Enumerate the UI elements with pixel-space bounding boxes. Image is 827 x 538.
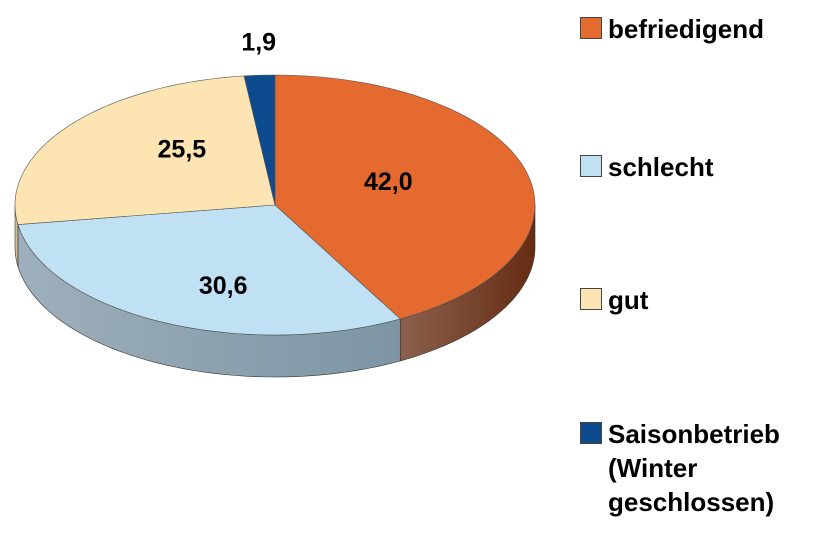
- legend-swatch: [580, 422, 602, 444]
- legend-label: gut: [608, 285, 649, 315]
- legend-swatch: [580, 155, 602, 177]
- data-label: 42,0: [364, 168, 413, 196]
- pie-slice: [14, 75, 276, 225]
- data-label: 30,6: [199, 272, 248, 300]
- data-label: 25,5: [158, 136, 207, 164]
- legend-item: schlecht: [580, 150, 823, 184]
- legend-label: schlecht: [608, 152, 714, 182]
- label-bg: [151, 133, 213, 166]
- label-bg: [192, 270, 254, 303]
- legend-item: gut: [580, 283, 823, 317]
- legend-label: Saisonbetrieb (Winter geschlossen): [608, 419, 780, 517]
- legend-swatch: [580, 288, 602, 310]
- legend-label: befriedigend: [608, 14, 765, 44]
- label-bg: [357, 165, 419, 198]
- legend-swatch: [580, 17, 602, 39]
- pie-slice: [17, 204, 401, 336]
- legend-item: befriedigend: [580, 12, 823, 46]
- pie-slice: [243, 74, 276, 206]
- legend-item: Saisonbetrieb (Winter geschlossen): [580, 417, 823, 519]
- data-label: 1,9: [241, 28, 276, 56]
